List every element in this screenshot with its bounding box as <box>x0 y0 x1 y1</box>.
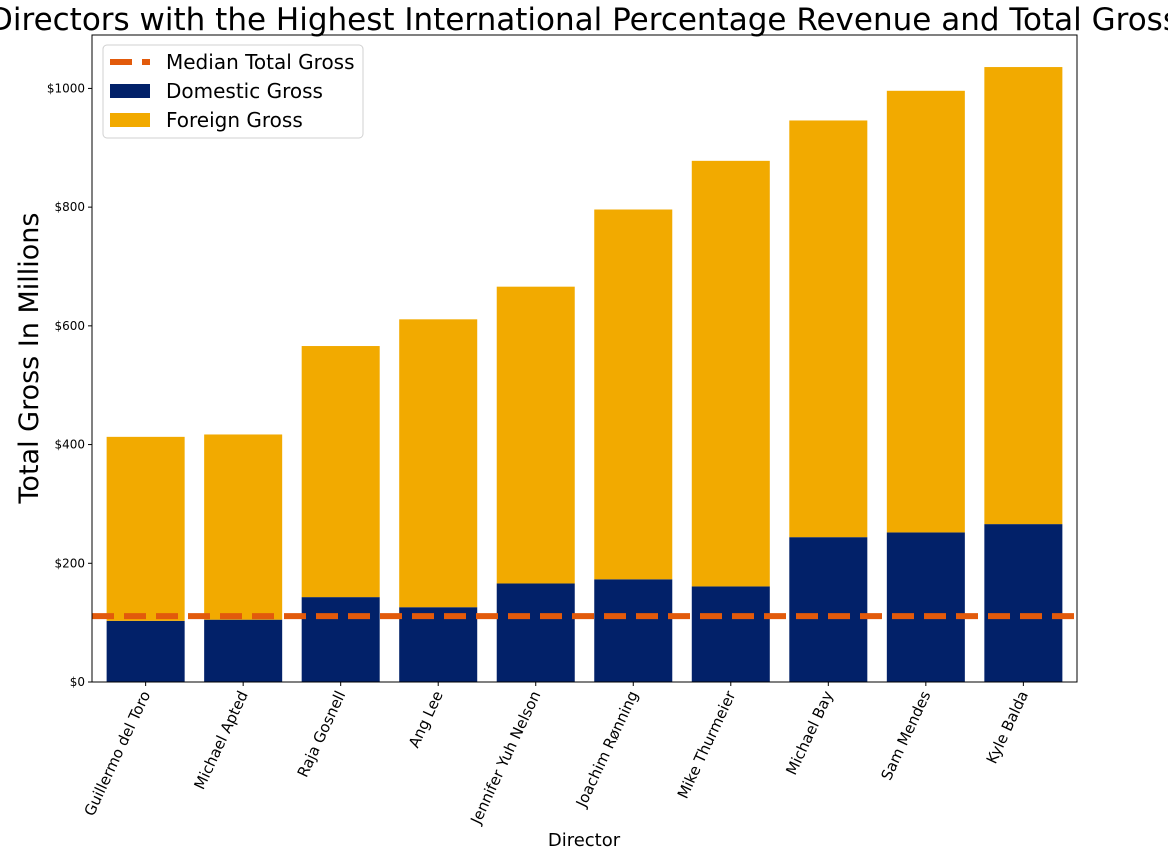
domestic-gross-bar <box>886 532 965 682</box>
x-tick-label: Sam Mendes <box>877 688 934 783</box>
legend-box <box>102 44 364 139</box>
foreign-gross-bar <box>886 90 965 533</box>
y-tick-label: $0 <box>70 675 85 689</box>
y-tick-label: $400 <box>54 438 85 452</box>
domestic-gross-bar <box>691 586 770 682</box>
y-tick-label: $200 <box>54 556 85 570</box>
foreign-gross-bar <box>789 120 868 538</box>
foreign-gross-bar <box>496 286 575 584</box>
x-axis-title: Director <box>548 830 621 851</box>
plot-area <box>92 67 1077 682</box>
legend-label: Median Total Gross <box>166 50 355 74</box>
foreign-gross-series <box>106 67 1063 621</box>
x-tick-label: Mike Thurmeier <box>674 687 740 801</box>
y-tick-label: $800 <box>54 200 85 214</box>
domestic-gross-bar <box>594 579 673 682</box>
chart-title: Directors with the Highest International… <box>0 2 1168 38</box>
x-tick-label: Raja Gosnell <box>294 688 350 780</box>
x-axis: Guillermo del Toro Michael Apted Raja Gosn… <box>81 682 1032 828</box>
foreign-gross-bar <box>691 160 770 587</box>
foreign-gross-bar <box>204 434 283 620</box>
domestic-gross-bar <box>496 583 575 682</box>
domestic-gross-bar <box>399 607 478 682</box>
legend-color-swatch <box>110 84 150 98</box>
foreign-gross-bar <box>984 67 1063 525</box>
y-axis-title: Total Gross In Millions <box>14 213 45 505</box>
domestic-gross-bar <box>204 619 283 682</box>
legend-entry: Domestic Gross <box>110 79 323 103</box>
x-tick-label: Michael Bay <box>782 688 837 778</box>
legend-entry: Foreign Gross <box>110 108 303 132</box>
y-tick-label: $1000 <box>47 81 85 95</box>
y-axis: $0 $200 $400 $600 $800 $1000 <box>47 81 92 689</box>
x-tick-label: Joachim Rønning <box>572 688 642 811</box>
x-tick-label: Ang Lee <box>405 688 447 751</box>
legend-label: Foreign Gross <box>166 108 303 132</box>
plot-frame <box>91 34 1078 683</box>
domestic-gross-bar <box>789 537 868 682</box>
domestic-gross-series <box>106 524 1063 682</box>
x-tick-label: Michael Apted <box>190 688 251 792</box>
domestic-gross-bar <box>106 620 185 682</box>
domestic-gross-bar <box>984 524 1063 682</box>
x-tick-label: Guillermo del Toro <box>81 688 155 819</box>
x-tick-label: Kyle Balda <box>983 688 1032 766</box>
legend-entry: Median Total Gross <box>110 50 355 74</box>
legend-label: Domestic Gross <box>166 79 323 103</box>
y-tick-label: $600 <box>54 319 85 333</box>
legend: Median Total Gross Domestic Gross Foreign … <box>102 44 364 139</box>
legend-color-swatch <box>110 113 150 127</box>
foreign-gross-bar <box>301 346 380 598</box>
domestic-gross-bar <box>301 597 380 682</box>
foreign-gross-bar <box>594 209 673 580</box>
foreign-gross-bar <box>106 436 185 621</box>
foreign-gross-bar <box>399 319 478 608</box>
x-tick-label: Jennifer Yuh Nelson <box>467 688 545 828</box>
